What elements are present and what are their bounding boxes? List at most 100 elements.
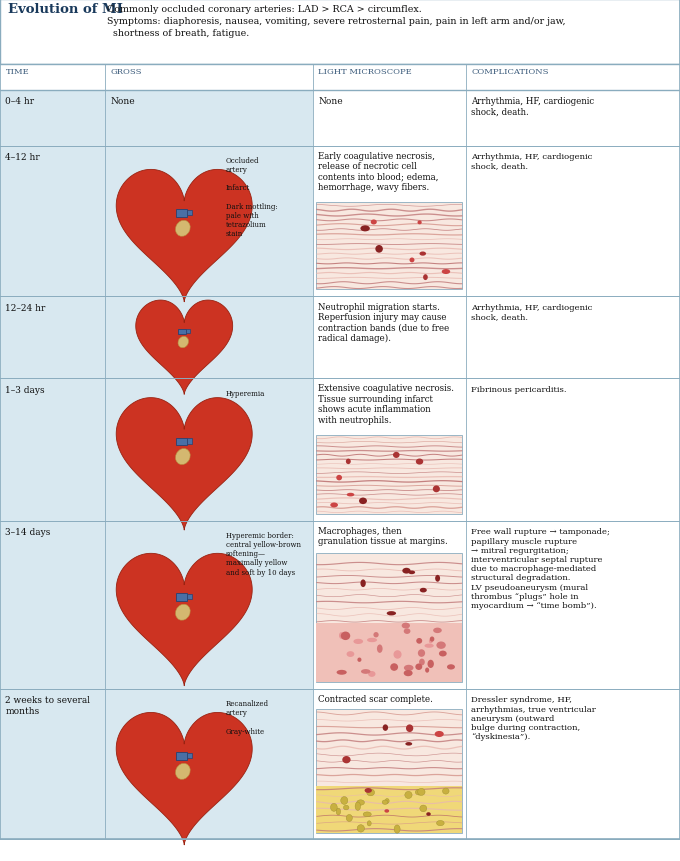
Ellipse shape: [360, 579, 366, 587]
Ellipse shape: [382, 800, 388, 804]
Ellipse shape: [371, 220, 377, 226]
Ellipse shape: [346, 815, 352, 821]
Polygon shape: [116, 554, 252, 686]
Bar: [466, 521, 680, 689]
Text: Fibrinous pericarditis.: Fibrinous pericarditis.: [471, 386, 567, 393]
Ellipse shape: [404, 670, 413, 677]
Polygon shape: [136, 300, 233, 395]
Ellipse shape: [339, 632, 343, 639]
Ellipse shape: [435, 731, 444, 737]
Ellipse shape: [430, 637, 435, 642]
Text: Hyperemic border:
central yellow-brown
softening—
maximally yellow
and soft by 1: Hyperemic border: central yellow-brown s…: [226, 531, 301, 576]
Bar: [313, 297, 466, 379]
Ellipse shape: [377, 645, 383, 653]
Ellipse shape: [360, 226, 370, 232]
Bar: [466, 379, 680, 521]
Ellipse shape: [420, 252, 426, 257]
Text: Occluded
artery

Infarct

Dark mottling:
pale with
tetrazolium
stain: Occluded artery Infarct Dark mottling: p…: [226, 157, 277, 238]
Ellipse shape: [175, 604, 190, 621]
Text: Extensive coagulative necrosis.
Tissue surrounding infarct
shows acute inflammat: Extensive coagulative necrosis. Tissue s…: [318, 384, 454, 424]
Ellipse shape: [447, 665, 455, 670]
Bar: [176, 593, 187, 601]
Ellipse shape: [415, 664, 422, 670]
Ellipse shape: [424, 644, 434, 648]
Ellipse shape: [408, 571, 415, 574]
Ellipse shape: [390, 664, 398, 671]
Ellipse shape: [405, 742, 412, 746]
Ellipse shape: [420, 588, 427, 592]
Ellipse shape: [404, 665, 413, 671]
Polygon shape: [116, 170, 252, 302]
Bar: [313, 689, 466, 839]
Bar: [186, 330, 190, 333]
Ellipse shape: [437, 821, 444, 826]
Ellipse shape: [358, 658, 362, 662]
Ellipse shape: [367, 789, 375, 796]
Ellipse shape: [418, 649, 425, 657]
Bar: [466, 297, 680, 379]
Ellipse shape: [429, 639, 432, 644]
Ellipse shape: [337, 670, 347, 675]
Ellipse shape: [405, 791, 412, 798]
Text: Arrhythmia, HF, cardiogenic
shock, death.: Arrhythmia, HF, cardiogenic shock, death…: [471, 153, 592, 170]
Ellipse shape: [409, 258, 415, 263]
Ellipse shape: [367, 638, 377, 642]
Text: shortness of breath, fatigue.: shortness of breath, fatigue.: [107, 29, 250, 38]
Text: Evolution of MI: Evolution of MI: [8, 3, 123, 16]
Ellipse shape: [385, 799, 389, 803]
Ellipse shape: [373, 632, 379, 638]
Bar: [0, 379, 680, 521]
Text: Hyperemia: Hyperemia: [226, 389, 265, 397]
Ellipse shape: [394, 825, 400, 833]
Text: None: None: [111, 97, 135, 106]
Ellipse shape: [394, 650, 402, 659]
Text: 0–4 hr: 0–4 hr: [5, 97, 35, 106]
Text: GROSS: GROSS: [111, 68, 142, 76]
Text: 2 weeks to several
months: 2 weeks to several months: [5, 696, 90, 715]
Ellipse shape: [437, 641, 446, 649]
Ellipse shape: [354, 639, 363, 644]
Ellipse shape: [403, 568, 411, 574]
Bar: [316, 709, 462, 833]
Bar: [187, 211, 192, 216]
Ellipse shape: [336, 475, 342, 480]
Polygon shape: [116, 713, 252, 845]
Bar: [187, 594, 192, 599]
Ellipse shape: [341, 632, 350, 641]
Bar: [466, 90, 680, 146]
Bar: [313, 379, 466, 521]
Ellipse shape: [336, 808, 341, 815]
Ellipse shape: [428, 660, 434, 668]
Ellipse shape: [383, 724, 388, 731]
Bar: [187, 753, 192, 759]
Ellipse shape: [363, 812, 371, 817]
Text: Recanalized
artery

Gray-white: Recanalized artery Gray-white: [226, 699, 269, 734]
Ellipse shape: [364, 788, 372, 793]
Ellipse shape: [402, 623, 410, 629]
Text: COMPLICATIONS: COMPLICATIONS: [471, 68, 549, 76]
Ellipse shape: [330, 503, 338, 508]
Bar: [178, 329, 186, 335]
Ellipse shape: [178, 337, 188, 349]
Text: 4–12 hr: 4–12 hr: [5, 153, 40, 162]
Text: None: None: [318, 97, 343, 106]
Bar: [316, 786, 462, 833]
Ellipse shape: [420, 805, 427, 812]
Ellipse shape: [375, 245, 383, 253]
Bar: [316, 436, 462, 514]
Text: Free wall rupture → tamponade;
papillary muscle rupture
→ mitral regurgitation;
: Free wall rupture → tamponade; papillary…: [471, 528, 610, 610]
Text: Arrhythmia, HF, cardiogenic
shock, death.: Arrhythmia, HF, cardiogenic shock, death…: [471, 304, 592, 321]
Bar: [316, 623, 462, 682]
Bar: [0, 689, 680, 839]
Ellipse shape: [343, 805, 349, 810]
Ellipse shape: [406, 725, 413, 732]
Ellipse shape: [439, 651, 447, 657]
Ellipse shape: [393, 452, 400, 458]
Ellipse shape: [384, 809, 389, 813]
Text: 1–3 days: 1–3 days: [5, 386, 45, 394]
Bar: [313, 90, 466, 146]
Ellipse shape: [418, 789, 425, 796]
Text: Arrhythmia, HF, cardiogenic
shock, death.: Arrhythmia, HF, cardiogenic shock, death…: [471, 97, 594, 117]
Text: Commonly occluded coronary arteries: LAD > RCA > circumflex.: Commonly occluded coronary arteries: LAD…: [107, 5, 422, 14]
Bar: [0, 146, 680, 297]
